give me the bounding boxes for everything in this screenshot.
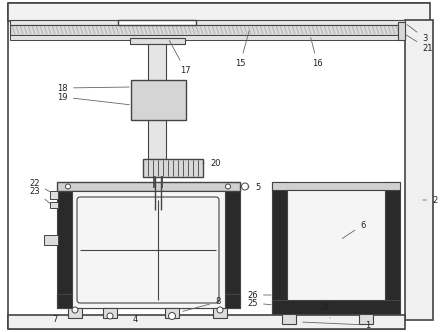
Bar (148, 44, 166, 159)
Text: 1: 1 (303, 320, 370, 329)
Bar (282, 314, 296, 324)
Text: 21: 21 (405, 35, 432, 52)
Text: 25: 25 (248, 298, 271, 307)
Text: 26: 26 (247, 290, 271, 299)
Bar (143, 159, 203, 177)
Circle shape (217, 307, 223, 313)
Text: 22: 22 (30, 179, 50, 192)
Bar (50, 202, 58, 208)
Circle shape (72, 307, 78, 313)
Bar (57, 294, 240, 308)
Bar (8, 315, 405, 329)
Bar (57, 182, 240, 191)
Bar (165, 308, 179, 318)
Text: 2: 2 (423, 196, 437, 205)
Text: 7: 7 (52, 315, 58, 324)
Bar (8, 3, 430, 21)
Bar (385, 182, 400, 314)
Bar (398, 22, 405, 40)
Bar (131, 80, 186, 120)
Circle shape (225, 184, 230, 189)
Bar (57, 191, 72, 308)
Bar (213, 308, 227, 318)
Text: 18: 18 (58, 84, 129, 93)
Bar (44, 235, 58, 245)
Bar (118, 20, 196, 25)
Text: 5: 5 (248, 183, 260, 192)
FancyBboxPatch shape (77, 197, 219, 303)
Bar (272, 182, 287, 314)
Circle shape (168, 312, 175, 319)
Bar (405, 20, 433, 320)
Text: 16: 16 (311, 38, 323, 67)
Bar (272, 182, 400, 190)
Bar (72, 191, 225, 308)
Text: 23: 23 (29, 187, 50, 203)
Bar (130, 38, 185, 44)
Text: 8: 8 (183, 297, 220, 311)
Bar (103, 308, 117, 318)
Circle shape (107, 313, 113, 319)
Text: 15: 15 (235, 31, 249, 67)
Text: 17: 17 (169, 41, 190, 74)
Text: 19: 19 (58, 93, 129, 105)
Text: 24: 24 (320, 303, 330, 318)
Circle shape (66, 184, 70, 189)
Text: 6: 6 (342, 220, 365, 238)
Bar (272, 300, 400, 314)
Text: 3: 3 (407, 25, 427, 42)
Bar (10, 20, 405, 25)
Text: 20: 20 (203, 158, 221, 168)
Circle shape (241, 183, 249, 190)
Bar (68, 308, 82, 318)
Bar (10, 25, 405, 35)
Bar (10, 35, 405, 40)
Bar (50, 191, 58, 199)
Bar (287, 190, 385, 300)
Bar (359, 314, 373, 324)
Text: 4: 4 (132, 315, 138, 324)
Bar (225, 191, 240, 308)
